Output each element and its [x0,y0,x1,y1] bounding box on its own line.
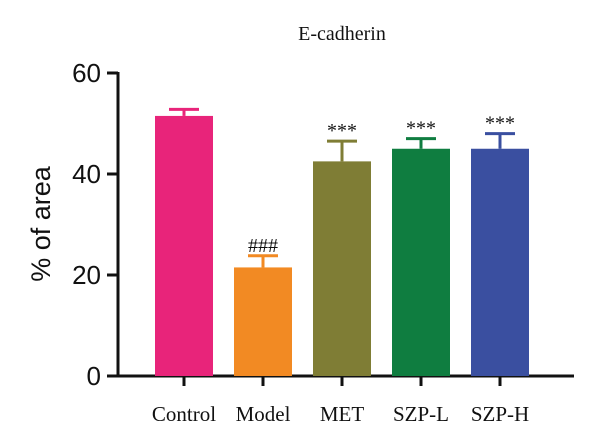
significance-label: *** [485,113,515,135]
bar [392,148,450,376]
x-tick-label: Model [236,402,291,426]
y-axis-label: % of area [26,165,56,282]
x-tick-label: SZP-H [471,402,529,426]
y-tick-label: 60 [72,58,101,88]
significance-label: *** [327,120,357,142]
chart-title: E-cadherin [298,23,386,45]
bar [234,267,292,376]
y-tick-label: 40 [72,159,101,189]
plot-area: 0 20 40 60 Control ### Model *** MET *** SZP-L *** S… [72,58,574,426]
bar [313,161,371,376]
bar [471,148,529,376]
x-tick-label: MET [320,402,365,426]
x-tick-label: Control [152,402,216,426]
y-tick-label: 0 [87,361,101,391]
significance-label: ### [248,235,278,257]
significance-label: *** [406,118,436,140]
y-tick-label: 20 [72,260,101,290]
x-tick-label: SZP-L [393,402,449,426]
bar [155,115,213,377]
